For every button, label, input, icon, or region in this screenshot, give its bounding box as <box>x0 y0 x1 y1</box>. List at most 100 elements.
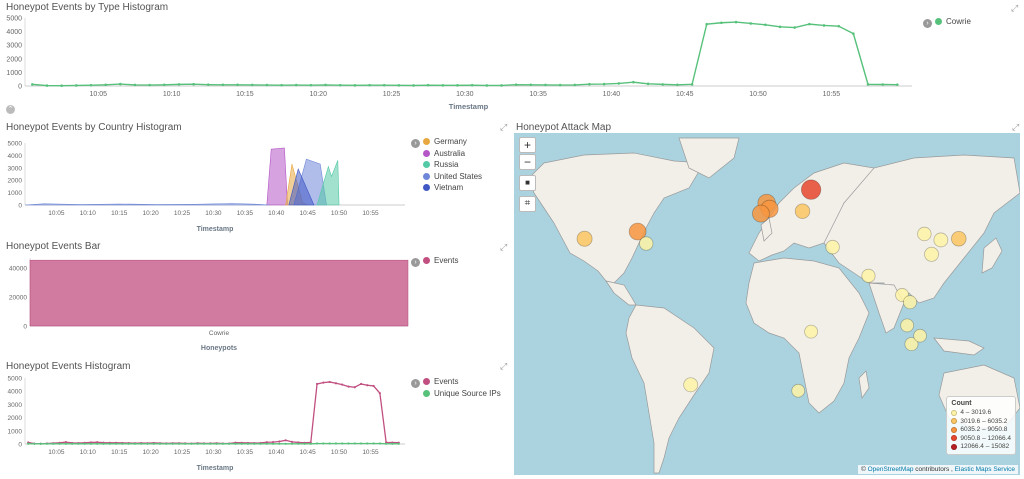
expand-icon[interactable]: ⤢ <box>500 361 508 371</box>
legend-item-germany[interactable]: Germany <box>423 136 482 148</box>
legend-item-united-states[interactable]: United States <box>423 171 482 183</box>
data-point <box>83 442 86 445</box>
data-point <box>133 83 137 87</box>
x-tick-label: 10:35 <box>529 91 547 98</box>
data-point <box>353 386 356 389</box>
data-point <box>485 84 489 87</box>
central-america-landmass <box>605 280 637 306</box>
data-point <box>764 23 767 27</box>
data-point <box>71 442 74 445</box>
legend-item-events[interactable]: Events <box>423 255 458 267</box>
x-tick-label: 10:05 <box>48 210 65 217</box>
y-tick-label: 2000 <box>6 56 22 63</box>
data-point <box>253 442 256 445</box>
x-tick-label: 10:10 <box>163 91 181 98</box>
legend-item-australia[interactable]: Australia <box>423 148 482 160</box>
collapse-up-icon[interactable]: ⌃ <box>6 105 15 114</box>
map-marker <box>913 328 927 343</box>
world-map[interactable] <box>514 133 1020 475</box>
x-tick-label: 10:25 <box>383 91 401 98</box>
legend-toggle-icon[interactable]: › <box>411 139 420 148</box>
y-tick-label: 4000 <box>8 389 23 396</box>
expand-icon[interactable]: ⤢ <box>1011 3 1019 13</box>
legend-toggle-icon[interactable]: › <box>411 258 420 267</box>
data-point <box>632 80 635 84</box>
legend-dot-icon <box>423 389 430 397</box>
data-point <box>661 83 665 86</box>
legend-toggle-icon[interactable]: › <box>923 19 932 28</box>
y-tick-label: 2000 <box>8 178 23 185</box>
elastic-maps-service-link[interactable]: Elastic Maps Service <box>954 466 1015 473</box>
legend-swatch-icon <box>951 443 958 450</box>
zoom-in-button[interactable]: + <box>519 137 536 153</box>
north-america-landmass <box>528 152 705 284</box>
data-point <box>215 442 218 445</box>
data-point <box>236 83 239 87</box>
data-point <box>808 22 811 26</box>
draw-polygon-button[interactable]: ■ <box>519 175 536 191</box>
type-histogram-title: Honeypot Events by Type Histogram <box>6 2 169 13</box>
data-point <box>720 21 723 25</box>
y-tick-label: 0 <box>18 442 22 449</box>
expand-icon[interactable]: ⤢ <box>1012 122 1020 132</box>
draw-rectangle-button[interactable]: ⌗ <box>519 196 536 212</box>
data-point <box>196 442 199 445</box>
uk-landmass <box>760 217 773 242</box>
legend-toggle-icon[interactable]: › <box>411 379 420 388</box>
x-tick-label: 10:10 <box>80 210 97 217</box>
country-histogram-chart: 0 1000 2000 3000 4000 5000 10:05 10:10 10:15 10:2… <box>8 141 405 233</box>
legend-dot-icon <box>423 378 430 386</box>
map-marker <box>791 383 806 398</box>
data-point <box>378 392 381 395</box>
x-tick-label: 10:20 <box>142 449 159 456</box>
data-point <box>470 83 474 87</box>
data-point <box>315 382 319 386</box>
data-point <box>102 442 105 445</box>
map-marker <box>804 324 819 339</box>
data-point <box>265 442 268 445</box>
data-point <box>171 442 174 445</box>
data-point <box>544 83 547 87</box>
legend-swatch-icon <box>951 409 958 416</box>
legend-item-events[interactable]: Events <box>423 376 501 388</box>
data-point <box>573 83 577 87</box>
legend-dot-icon <box>423 184 430 192</box>
legend-item-vietnam[interactable]: Vietnam <box>423 182 482 194</box>
data-point <box>184 442 187 445</box>
legend-item-russia[interactable]: Russia <box>423 159 482 171</box>
y-tick-label: 5000 <box>8 141 23 148</box>
map-marker <box>800 179 822 200</box>
data-point <box>284 442 287 445</box>
map-legend-item: 4 – 3019.6 <box>951 409 1011 418</box>
legend-item-cowrie[interactable]: Cowrie <box>935 16 971 28</box>
legend-dot-icon <box>935 18 942 26</box>
legend-dot-icon <box>423 172 430 180</box>
expand-icon[interactable]: ⤢ <box>500 242 508 252</box>
x-tick-label: 10:30 <box>205 449 222 456</box>
x-tick-label: 10:30 <box>205 210 222 217</box>
expand-icon[interactable]: ⤢ <box>500 122 508 132</box>
data-point <box>58 442 61 445</box>
openstreetmap-link[interactable]: OpenStreetMap <box>867 466 914 473</box>
data-point <box>114 442 118 445</box>
x-axis-label: Timestamp <box>197 465 234 472</box>
attack-map[interactable]: + − ■ ⌗ Count 4 – 3019.6 3019.6 – 6035.2… <box>514 133 1020 475</box>
x-tick-label: 10:30 <box>456 91 474 98</box>
x-axis-label: Honeypots <box>201 345 237 352</box>
data-point <box>309 83 313 87</box>
x-tick-label: 10:25 <box>174 449 191 456</box>
zoom-out-button[interactable]: − <box>519 154 536 170</box>
data-point <box>278 440 281 443</box>
legend-dot-icon <box>423 149 430 157</box>
data-point <box>372 442 375 445</box>
x-tick-label: 10:45 <box>300 210 317 217</box>
data-point <box>347 385 350 388</box>
data-point <box>793 26 797 29</box>
area-series <box>288 168 315 206</box>
map-marker <box>794 203 811 219</box>
data-point <box>441 84 445 87</box>
legend-item-unique-source-ips[interactable]: Unique Source IPs <box>423 388 501 400</box>
data-point <box>228 442 231 445</box>
series-line <box>32 21 898 87</box>
legend-swatch-icon <box>951 426 958 433</box>
